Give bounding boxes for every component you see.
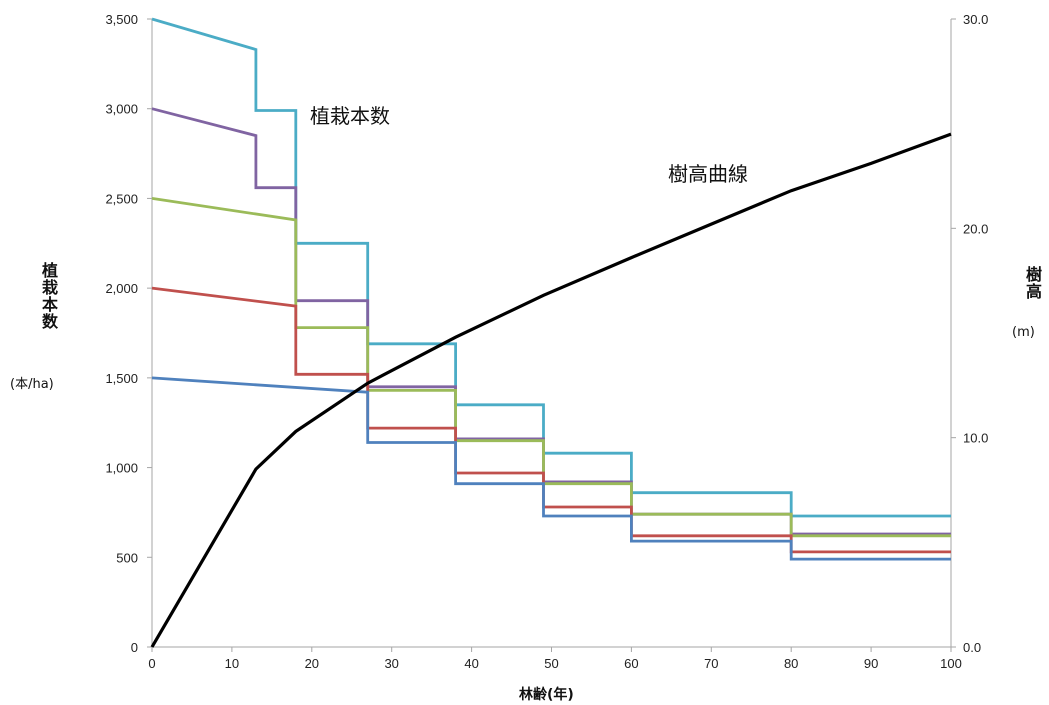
y-left-tick-label: 1,500	[105, 371, 138, 386]
x-tick-label: 0	[148, 656, 155, 671]
y-right-tick-label: 10.0	[963, 431, 988, 446]
annotation-height-curve: 樹高曲線	[668, 162, 748, 186]
series-line-density-5	[151, 376, 951, 561]
y-left-tick-label: 500	[116, 550, 138, 565]
y-right-axis-title: 樹高	[1023, 266, 1042, 300]
y-left-tick-label: 1,000	[105, 461, 138, 476]
y-left-tick-label: 2,000	[105, 281, 138, 296]
y-left-tick-label: 2,500	[105, 191, 138, 206]
y-left-axis-unit: (本/ha)	[10, 377, 54, 392]
y-right-tick-label: 30.0	[963, 12, 988, 27]
y-right-axis-unit: (m)	[1012, 325, 1035, 340]
x-tick-label: 100	[940, 656, 962, 671]
x-tick-label: 90	[864, 656, 878, 671]
series-line-density-3	[151, 197, 951, 538]
x-tick-label: 50	[544, 656, 558, 671]
series-line-density-2	[151, 107, 951, 536]
y-left-tick-label: 0	[131, 640, 138, 655]
x-axis-title: 林齢(年)	[519, 687, 574, 703]
y-left-axis-title: 植栽本数	[39, 262, 58, 330]
x-tick-label: 10	[225, 656, 239, 671]
series-line-density-4	[151, 286, 951, 554]
y-right-tick-label: 20.0	[963, 221, 988, 236]
y-left-tick-label: 3,000	[105, 102, 138, 117]
annotation-planting-density: 植栽本数	[310, 104, 390, 128]
x-tick-label: 40	[464, 656, 478, 671]
x-tick-label: 60	[624, 656, 638, 671]
x-tick-label: 80	[784, 656, 798, 671]
x-tick-label: 20	[305, 656, 319, 671]
x-tick-label: 30	[384, 656, 398, 671]
y-right-tick-label: 0.0	[963, 640, 981, 655]
x-tick-label: 70	[704, 656, 718, 671]
series-line-density-1	[151, 17, 951, 518]
series-line-tree-height	[150, 132, 952, 648]
y-left-tick-label: 3,500	[105, 12, 138, 27]
